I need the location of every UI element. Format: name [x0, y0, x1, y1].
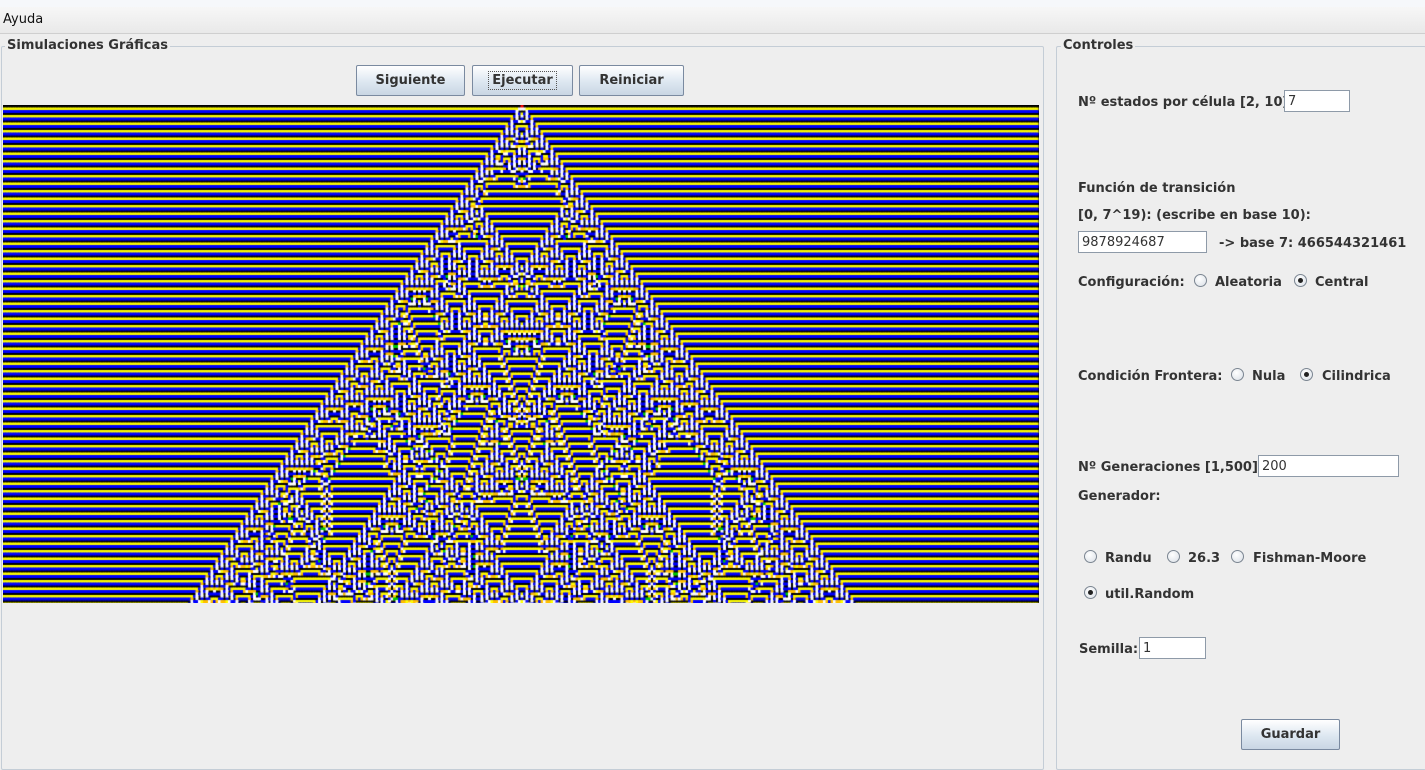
border-option-cylindrical-label: Cilindrica — [1322, 369, 1391, 384]
simulation-panel-title: Simulaciones Gráficas — [5, 38, 170, 53]
states-input[interactable] — [1284, 90, 1350, 112]
config-option-random-label: Aleatoria — [1215, 275, 1282, 290]
next-button[interactable]: Siguiente — [356, 65, 465, 96]
next-button-label: Siguiente — [375, 73, 446, 88]
generator-option-fishman-moore-label: Fishman-Moore — [1253, 551, 1367, 566]
window-top-strip — [0, 0, 1425, 7]
run-button[interactable]: Ejecutar — [472, 65, 573, 96]
automaton-canvas — [3, 105, 1039, 603]
generator-radio-fishman-moore[interactable] — [1231, 550, 1244, 563]
transition-input[interactable] — [1078, 231, 1207, 253]
generator-label: Generador: — [1078, 489, 1161, 504]
generator-radio-util-random[interactable] — [1084, 586, 1097, 599]
border-radio-null[interactable] — [1231, 368, 1244, 381]
border-radio-cylindrical[interactable] — [1300, 368, 1313, 381]
border-option-null-label: Nula — [1252, 369, 1286, 384]
generator-option-26-3-label: 26.3 — [1188, 551, 1221, 566]
generator-option-randu-label: Randu — [1105, 551, 1152, 566]
config-radio-random[interactable] — [1194, 274, 1207, 287]
config-label: Configuración: — [1078, 275, 1185, 290]
config-radio-central[interactable] — [1294, 274, 1307, 287]
generator-radio-26-3[interactable] — [1167, 550, 1180, 563]
generations-input[interactable] — [1258, 455, 1399, 477]
seed-input[interactable] — [1139, 637, 1206, 659]
reset-button[interactable]: Reiniciar — [579, 65, 684, 96]
reset-button-label: Reiniciar — [599, 73, 664, 88]
transition-range-label: [0, 7^19): (escribe en base 10): — [1078, 208, 1311, 223]
states-label: Nº estados por célula [2, 10]: — [1078, 95, 1294, 110]
transition-label: Función de transición — [1078, 181, 1236, 196]
controls-panel-title: Controles — [1061, 38, 1136, 53]
transition-base-readout: -> base 7: 466544321461 — [1219, 236, 1407, 251]
save-button-label: Guardar — [1260, 727, 1321, 742]
border-label: Condición Frontera: — [1078, 369, 1223, 384]
generations-label: Nº Generaciones [1,500]: — [1078, 460, 1264, 475]
controls-panel — [1056, 46, 1425, 770]
run-button-label: Ejecutar — [488, 71, 557, 90]
seed-label: Semilla: — [1079, 642, 1139, 657]
config-option-central-label: Central — [1315, 275, 1369, 290]
menu-bar: Ayuda — [0, 7, 1425, 34]
save-button[interactable]: Guardar — [1241, 719, 1340, 750]
generator-option-util-random-label: util.Random — [1105, 587, 1195, 602]
generator-radio-randu[interactable] — [1084, 550, 1097, 563]
menu-help[interactable]: Ayuda — [3, 12, 44, 27]
